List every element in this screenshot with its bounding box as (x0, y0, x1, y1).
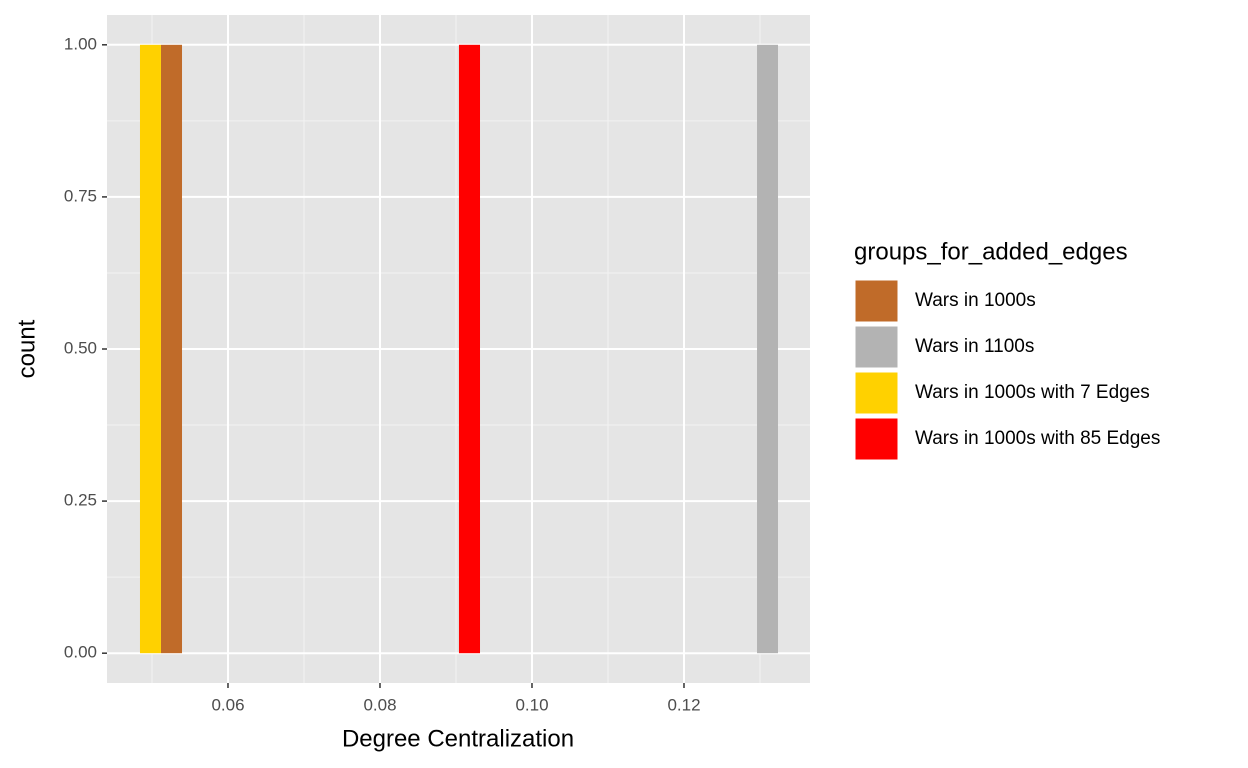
x-tick-label: 0.08 (363, 695, 396, 714)
y-tick-label: 0.50 (64, 338, 97, 357)
x-tick-label: 0.12 (667, 695, 700, 714)
bar (757, 44, 779, 654)
legend-label: Wars in 1000s with 85 Edges (915, 428, 1160, 449)
x-tick-label: 0.10 (515, 695, 548, 714)
bar (139, 44, 161, 654)
bar (458, 44, 481, 654)
y-tick-label: 0.75 (64, 186, 97, 205)
y-tick-label: 0.00 (64, 643, 97, 662)
x-tick-label: 0.06 (211, 695, 244, 714)
y-tick-label: 0.25 (64, 491, 97, 510)
legend-key (854, 417, 899, 461)
legend-key (854, 279, 899, 323)
y-axis-title: count (13, 319, 40, 378)
legend-title: groups_for_added_edges (854, 238, 1128, 265)
bar (160, 44, 183, 654)
legend-key (854, 325, 899, 369)
legend-label: Wars in 1000s (915, 290, 1036, 311)
legend-label: Wars in 1000s with 7 Edges (915, 382, 1150, 403)
y-tick-label: 1.00 (64, 34, 97, 53)
legend-label: Wars in 1100s (915, 336, 1034, 357)
x-axis-title: Degree Centralization (342, 725, 574, 752)
legend-key (854, 371, 899, 415)
